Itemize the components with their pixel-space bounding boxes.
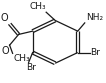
Text: Br: Br: [90, 48, 100, 57]
Text: CH₃: CH₃: [29, 2, 46, 11]
Text: Br: Br: [26, 63, 36, 72]
Text: O: O: [1, 13, 9, 23]
Text: O: O: [1, 46, 9, 56]
Text: CH₃: CH₃: [14, 54, 30, 63]
Text: NH₂: NH₂: [86, 13, 103, 22]
